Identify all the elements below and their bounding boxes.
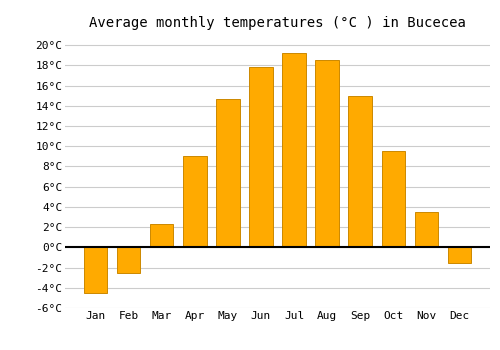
Bar xyxy=(84,247,108,293)
Bar xyxy=(216,99,240,247)
Bar xyxy=(184,156,206,247)
Bar xyxy=(348,96,372,247)
Bar xyxy=(382,151,404,247)
Bar xyxy=(282,53,306,247)
Bar xyxy=(448,247,470,262)
Title: Average monthly temperatures (°C ) in Bucecea: Average monthly temperatures (°C ) in Bu… xyxy=(89,16,466,30)
Bar xyxy=(250,67,272,247)
Bar xyxy=(414,212,438,247)
Bar xyxy=(118,247,141,273)
Bar xyxy=(316,60,338,247)
Bar xyxy=(150,224,174,247)
